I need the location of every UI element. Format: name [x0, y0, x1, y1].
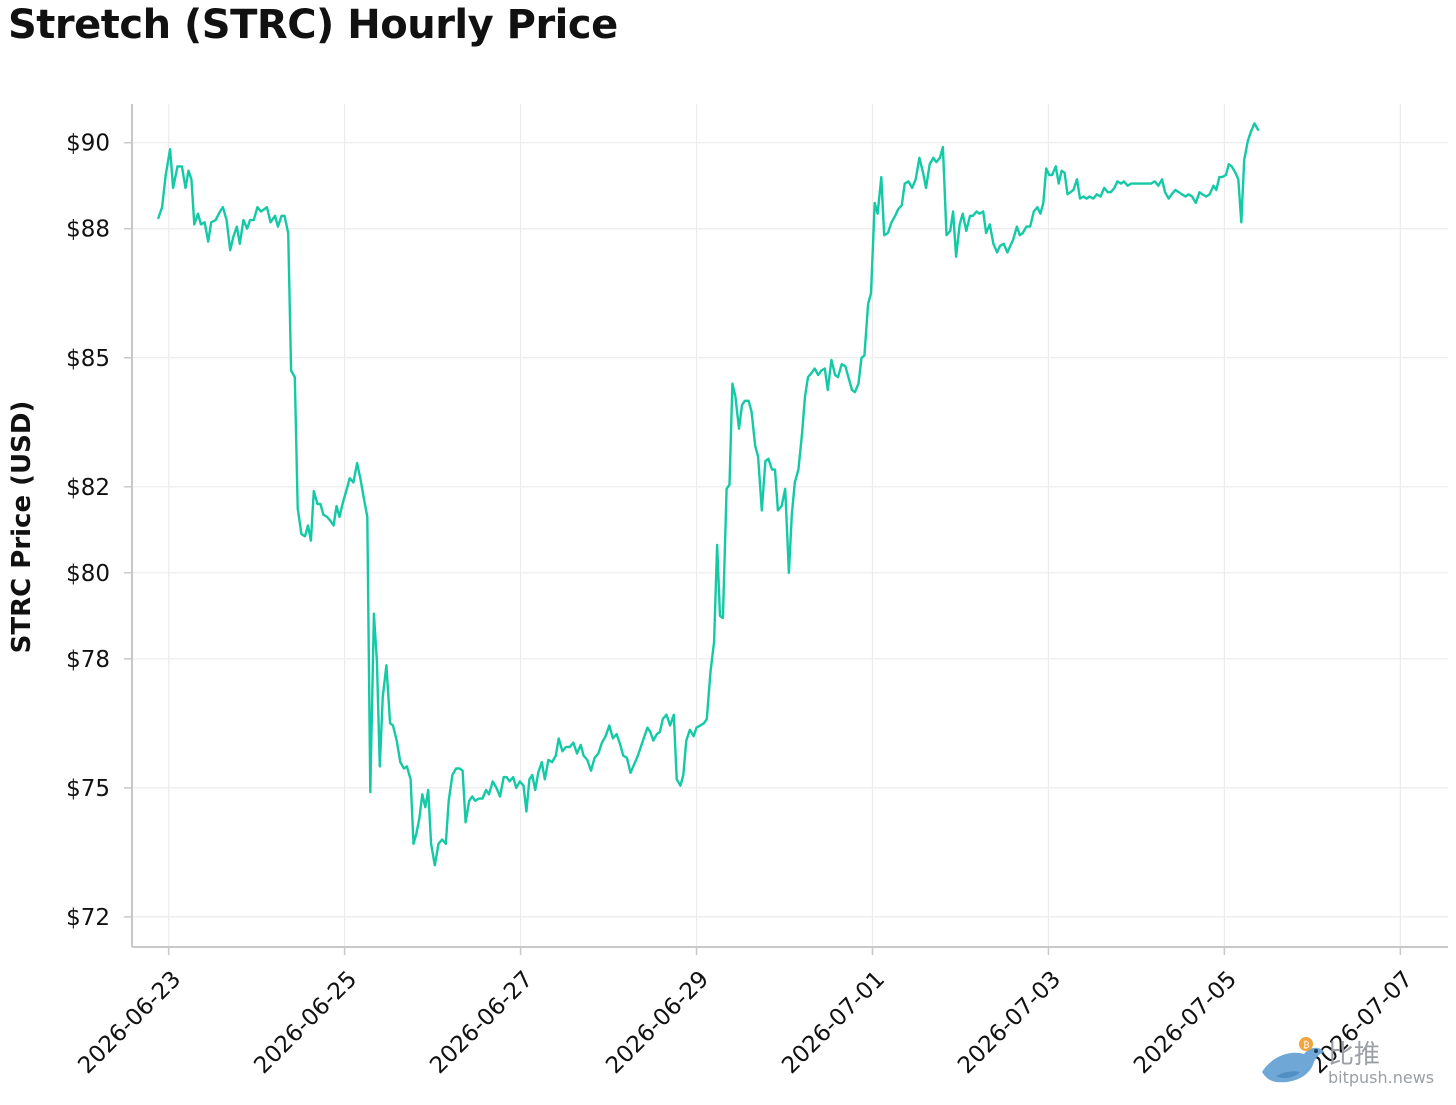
y-tick-label: $75	[66, 776, 110, 802]
bird-logo-icon: ₿	[1262, 1037, 1324, 1083]
y-tick-label: $90	[66, 131, 110, 157]
grid-lines	[132, 104, 1448, 947]
x-tick-label: 2026-06-25	[249, 966, 362, 1079]
y-axis-ticks: $72 $75 $78 $80 $82 $85 $88 $90	[66, 131, 132, 931]
y-axis-label: STRC Price (USD)	[7, 401, 37, 654]
x-tick-label: 2026-07-03	[953, 966, 1066, 1079]
svg-text:₿: ₿	[1303, 1040, 1310, 1051]
chart-title: Stretch (STRC) Hourly Price	[8, 2, 618, 48]
price-series-line	[157, 122, 1260, 867]
x-tick-label: 2026-07-01	[777, 966, 890, 1079]
y-tick-label: $80	[66, 561, 110, 587]
x-tick-label: 2026-06-23	[73, 966, 186, 1079]
watermark-en-text: bitpush.news	[1328, 1068, 1435, 1087]
bitpush-watermark: ₿ 比推 bitpush.news	[1258, 1032, 1448, 1092]
axes	[131, 104, 1448, 948]
series-layer	[157, 122, 1260, 867]
x-tick-label: 2026-06-29	[601, 966, 714, 1079]
y-tick-label: $82	[66, 475, 110, 501]
y-tick-label: $72	[66, 905, 110, 931]
x-axis-ticks: 2026-06-23 2026-06-25 2026-06-27 2026-06-29…	[73, 947, 1418, 1079]
x-tick-label: 2026-06-27	[425, 966, 538, 1079]
x-tick-label: 2026-07-05	[1129, 966, 1242, 1079]
y-tick-label: $85	[66, 346, 110, 372]
watermark-cn-text: 比推	[1328, 1040, 1381, 1070]
y-tick-label: $88	[66, 217, 110, 243]
y-tick-label: $78	[66, 647, 110, 673]
